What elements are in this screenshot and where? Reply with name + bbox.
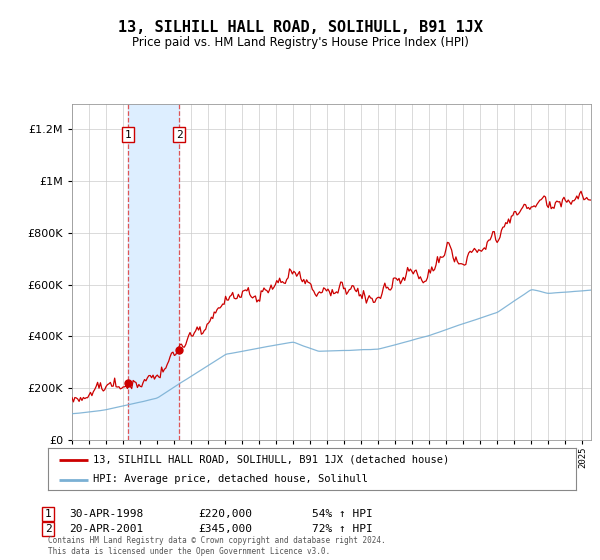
Text: Price paid vs. HM Land Registry's House Price Index (HPI): Price paid vs. HM Land Registry's House … xyxy=(131,36,469,49)
Text: 1: 1 xyxy=(44,509,52,519)
Text: 20-APR-2001: 20-APR-2001 xyxy=(69,524,143,534)
Text: 2: 2 xyxy=(176,129,182,139)
Text: £345,000: £345,000 xyxy=(198,524,252,534)
Bar xyxy=(128,104,179,440)
Text: 2: 2 xyxy=(44,524,52,534)
Text: 13, SILHILL HALL ROAD, SOLIHULL, B91 1JX: 13, SILHILL HALL ROAD, SOLIHULL, B91 1JX xyxy=(118,20,482,35)
Text: 54% ↑ HPI: 54% ↑ HPI xyxy=(312,509,373,519)
Text: 13, SILHILL HALL ROAD, SOLIHULL, B91 1JX (detached house): 13, SILHILL HALL ROAD, SOLIHULL, B91 1JX… xyxy=(93,455,449,465)
Text: 72% ↑ HPI: 72% ↑ HPI xyxy=(312,524,373,534)
Text: Contains HM Land Registry data © Crown copyright and database right 2024.
This d: Contains HM Land Registry data © Crown c… xyxy=(48,536,386,556)
Text: HPI: Average price, detached house, Solihull: HPI: Average price, detached house, Soli… xyxy=(93,474,368,484)
Text: 30-APR-1998: 30-APR-1998 xyxy=(69,509,143,519)
Text: 1: 1 xyxy=(125,129,131,139)
Text: £220,000: £220,000 xyxy=(198,509,252,519)
